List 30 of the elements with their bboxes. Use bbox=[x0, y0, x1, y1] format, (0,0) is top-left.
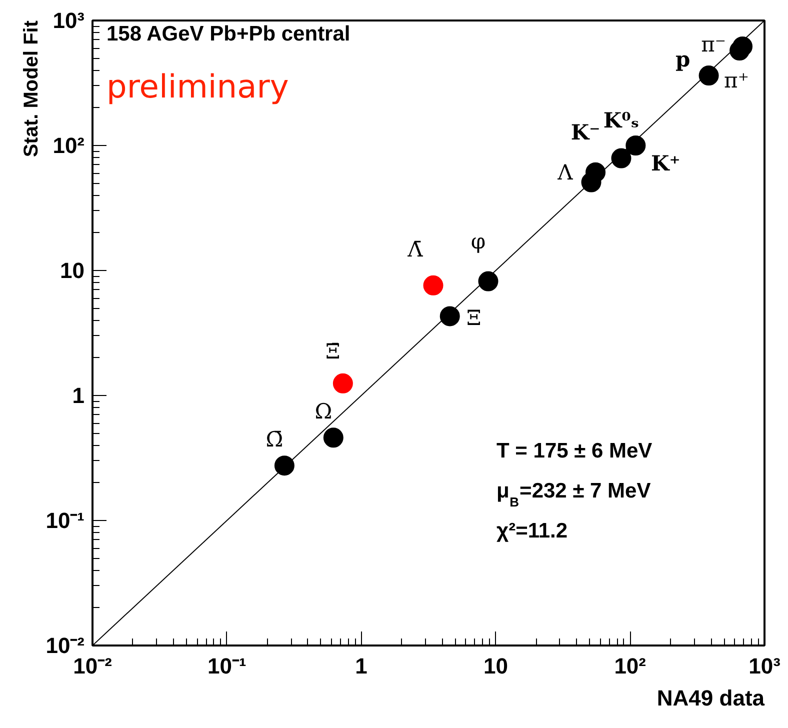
annotation: Ξ bbox=[466, 306, 482, 330]
y-tick-label: 10³ bbox=[52, 8, 84, 33]
y-axis-title: Stat. Model Fit bbox=[20, 20, 42, 158]
x-tick-label: 10³ bbox=[748, 654, 780, 678]
y-tick-label: 10 bbox=[60, 258, 85, 283]
annotation: Ω̄ bbox=[266, 428, 284, 452]
annotation: Ξ̄ bbox=[326, 339, 340, 364]
annotation: Λ bbox=[556, 160, 574, 184]
y-tick-label: 10⁻¹ bbox=[46, 508, 84, 533]
y-tick-label: 10² bbox=[52, 133, 84, 158]
annotation: Λ̄ bbox=[406, 237, 424, 262]
annotation: χ²=11.2 bbox=[496, 520, 568, 542]
annotation: K⁰ₛ bbox=[603, 107, 640, 132]
annotation: K⁻ bbox=[570, 119, 600, 144]
annotation: 158 AGeV Pb+Pb central bbox=[106, 22, 350, 46]
annotation: K⁺ bbox=[650, 150, 680, 176]
y-tick-label: 1 bbox=[72, 383, 85, 408]
annotation: π⁺ bbox=[724, 68, 749, 92]
x-axis-title: NA49 data bbox=[656, 686, 766, 710]
annotation: p bbox=[675, 46, 690, 72]
x-tick-label: 10 bbox=[483, 654, 508, 678]
annotation: T = 175 ± 6 MeV bbox=[496, 440, 652, 462]
x-tick-label: 10⁻¹ bbox=[208, 654, 246, 678]
y-tick-label: 10⁻² bbox=[46, 633, 84, 658]
x-tick-label: 1 bbox=[355, 654, 368, 678]
annotation: π⁻ bbox=[701, 32, 726, 57]
annotation: φ bbox=[470, 229, 486, 254]
x-tick-label: 10² bbox=[614, 654, 646, 678]
annotation: preliminary bbox=[106, 68, 289, 106]
annotation: Ω bbox=[314, 400, 332, 424]
